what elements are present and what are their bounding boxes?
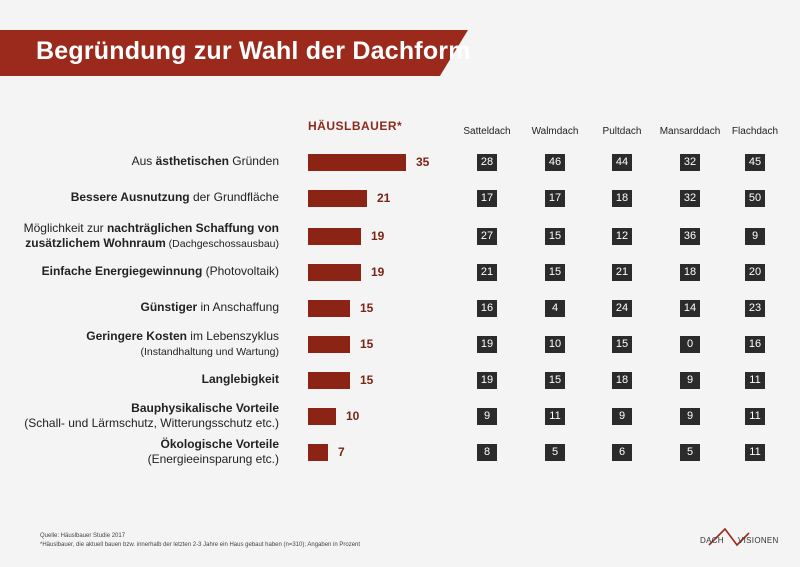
value-cell-pultdach: 21 [612, 264, 632, 281]
value-cell-flachdach: 9 [745, 228, 765, 245]
value-cell-satteldach: 27 [477, 228, 497, 245]
value-cell-flachdach: 11 [745, 444, 765, 461]
value-cell-pultdach: 9 [612, 408, 632, 425]
value-cell-flachdach: 16 [745, 336, 765, 353]
value-cell-pultdach: 24 [612, 300, 632, 317]
value-cell-satteldach: 28 [477, 154, 497, 171]
value-cell-flachdach: 11 [745, 408, 765, 425]
row-label: Bessere Ausnutzung der Grundfläche [70, 190, 279, 204]
bar-value-label: 21 [377, 191, 391, 205]
value-cell-satteldach: 9 [477, 408, 497, 425]
value-cell-flachdach: 23 [745, 300, 765, 317]
value-cell-satteldach: 16 [477, 300, 497, 317]
main-series-header: HÄUSLBAUER* [308, 119, 403, 133]
bar-value-label: 15 [360, 337, 374, 351]
bar [308, 444, 328, 461]
bar [308, 264, 361, 281]
bar-value-label: 15 [360, 301, 374, 315]
row-label: Aus ästhetischen Gründen [131, 154, 279, 168]
row-label: Einfache Energiegewinnung (Photovoltaik) [41, 264, 279, 278]
bar [308, 372, 350, 389]
value-cell-mansarddach: 32 [680, 154, 700, 171]
value-cell-mansarddach: 36 [680, 228, 700, 245]
value-cell-mansarddach: 9 [680, 372, 700, 389]
logo: DACH VISIONEN [697, 523, 787, 547]
value-cell-walmdach: 5 [545, 444, 565, 461]
value-cell-flachdach: 20 [745, 264, 765, 281]
value-cell-satteldach: 19 [477, 336, 497, 353]
value-cell-walmdach: 11 [545, 408, 565, 425]
value-cell-mansarddach: 5 [680, 444, 700, 461]
column-header-walmdach: Walmdach [531, 126, 579, 137]
value-cell-flachdach: 50 [745, 190, 765, 207]
page-title: Begründung zur Wahl der Dachform [36, 37, 471, 65]
row-label: Günstiger in Anschaffung [140, 300, 279, 314]
bar [308, 408, 336, 425]
column-header-mansarddach: Mansarddach [659, 126, 721, 137]
row-label: Möglichkeit zur nachträglichen Schaffung… [23, 221, 279, 250]
bar-value-label: 7 [338, 445, 345, 459]
value-cell-satteldach: 21 [477, 264, 497, 281]
bar-value-label: 10 [346, 409, 360, 423]
value-cell-pultdach: 12 [612, 228, 632, 245]
value-cell-walmdach: 15 [545, 228, 565, 245]
value-cell-mansarddach: 18 [680, 264, 700, 281]
bar [308, 300, 350, 317]
value-cell-satteldach: 17 [477, 190, 497, 207]
column-header-flachdach: Flachdach [731, 126, 779, 137]
value-cell-walmdach: 46 [545, 154, 565, 171]
column-header-pultdach: Pultdach [602, 126, 642, 137]
row-label: Bauphysikalische Vorteile (Schall- und Lä… [24, 401, 279, 430]
bar [308, 190, 367, 207]
bar [308, 336, 350, 353]
value-cell-walmdach: 15 [545, 372, 565, 389]
title-banner [0, 30, 468, 76]
value-cell-satteldach: 8 [477, 444, 497, 461]
bar-value-label: 19 [371, 229, 385, 243]
row-label: Langlebigkeit [201, 372, 279, 386]
value-cell-pultdach: 6 [612, 444, 632, 461]
value-cell-walmdach: 15 [545, 264, 565, 281]
bar [308, 154, 406, 171]
value-cell-pultdach: 18 [612, 190, 632, 207]
value-cell-flachdach: 11 [745, 372, 765, 389]
column-header-satteldach: Satteldach [463, 126, 511, 137]
logo-text-dach: DACH [700, 536, 724, 545]
footnote: *Häuslbauer, die aktuell bauen bzw. inne… [40, 542, 361, 548]
value-cell-mansarddach: 14 [680, 300, 700, 317]
row-label: Geringere Kosten im Lebenszyklus (Instand… [86, 329, 279, 358]
value-cell-flachdach: 45 [745, 154, 765, 171]
bar-value-label: 19 [371, 265, 385, 279]
value-cell-satteldach: 19 [477, 372, 497, 389]
row-label: Ökologische Vorteile (Energieeinsparung e… [147, 437, 279, 466]
roof-logo-icon [708, 527, 750, 547]
source-note: Quelle: Häuslbauer Studie 2017 [40, 533, 126, 539]
value-cell-mansarddach: 32 [680, 190, 700, 207]
value-cell-pultdach: 15 [612, 336, 632, 353]
value-cell-mansarddach: 0 [680, 336, 700, 353]
value-cell-walmdach: 4 [545, 300, 565, 317]
bar [308, 228, 361, 245]
value-cell-walmdach: 17 [545, 190, 565, 207]
value-cell-pultdach: 44 [612, 154, 632, 171]
logo-text-visionen: VISIONEN [738, 536, 779, 545]
value-cell-walmdach: 10 [545, 336, 565, 353]
value-cell-mansarddach: 9 [680, 408, 700, 425]
bar-value-label: 15 [360, 373, 374, 387]
bar-value-label: 35 [416, 155, 430, 169]
value-cell-pultdach: 18 [612, 372, 632, 389]
